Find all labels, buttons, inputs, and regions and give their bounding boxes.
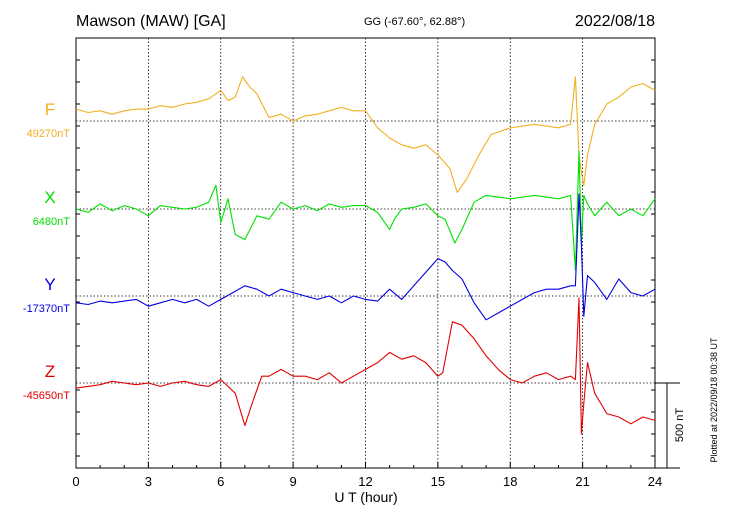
- x-tick-label: 18: [503, 474, 517, 489]
- x-axis-label: U T (hour): [334, 489, 397, 505]
- scale-bar-label: 500 nT: [674, 408, 686, 443]
- x-tick-label: 6: [217, 474, 224, 489]
- plot-date: 2022/08/18: [575, 13, 655, 30]
- series-line-F: [75, 76, 656, 193]
- series-name-X: X: [44, 188, 55, 207]
- station-coordinates: GG (-67.60°, 62.88°): [364, 16, 465, 28]
- series-baseline-value-Y: -17370nT: [23, 303, 70, 315]
- x-tick-label: 21: [575, 474, 589, 489]
- x-tick-label: 9: [290, 474, 297, 489]
- series-lines: [75, 76, 656, 435]
- series-name-Y: Y: [44, 275, 55, 294]
- station-title: Mawson (MAW) [GA]: [76, 13, 226, 30]
- x-tick-label: 15: [431, 474, 445, 489]
- scale-bar: [655, 382, 680, 469]
- series-baseline-value-F: 49270nT: [27, 128, 71, 140]
- x-tick-label: 0: [72, 474, 79, 489]
- series-name-Z: Z: [45, 362, 55, 381]
- x-tick-label: 12: [358, 474, 372, 489]
- grid-lines: [147, 38, 584, 468]
- series-baseline-value-Z: -45650nT: [23, 390, 70, 402]
- x-tick-label: 3: [145, 474, 152, 489]
- plotted-timestamp: Plotted at 2022/09/18 00:38 UT: [709, 337, 719, 463]
- series-line-Z: [75, 297, 656, 435]
- series-name-F: F: [45, 100, 55, 119]
- series-labels: F 49270nT X 6480nT Y -17370nT Z -45650nT: [23, 100, 70, 402]
- series-baseline-value-X: 6480nT: [33, 216, 71, 228]
- x-tick-label: 24: [648, 474, 662, 489]
- axis-ticks: 0 3 6 9 12 15 18 21 24: [72, 59, 662, 489]
- series-line-X: [75, 150, 656, 271]
- series-line-Y: [75, 193, 656, 321]
